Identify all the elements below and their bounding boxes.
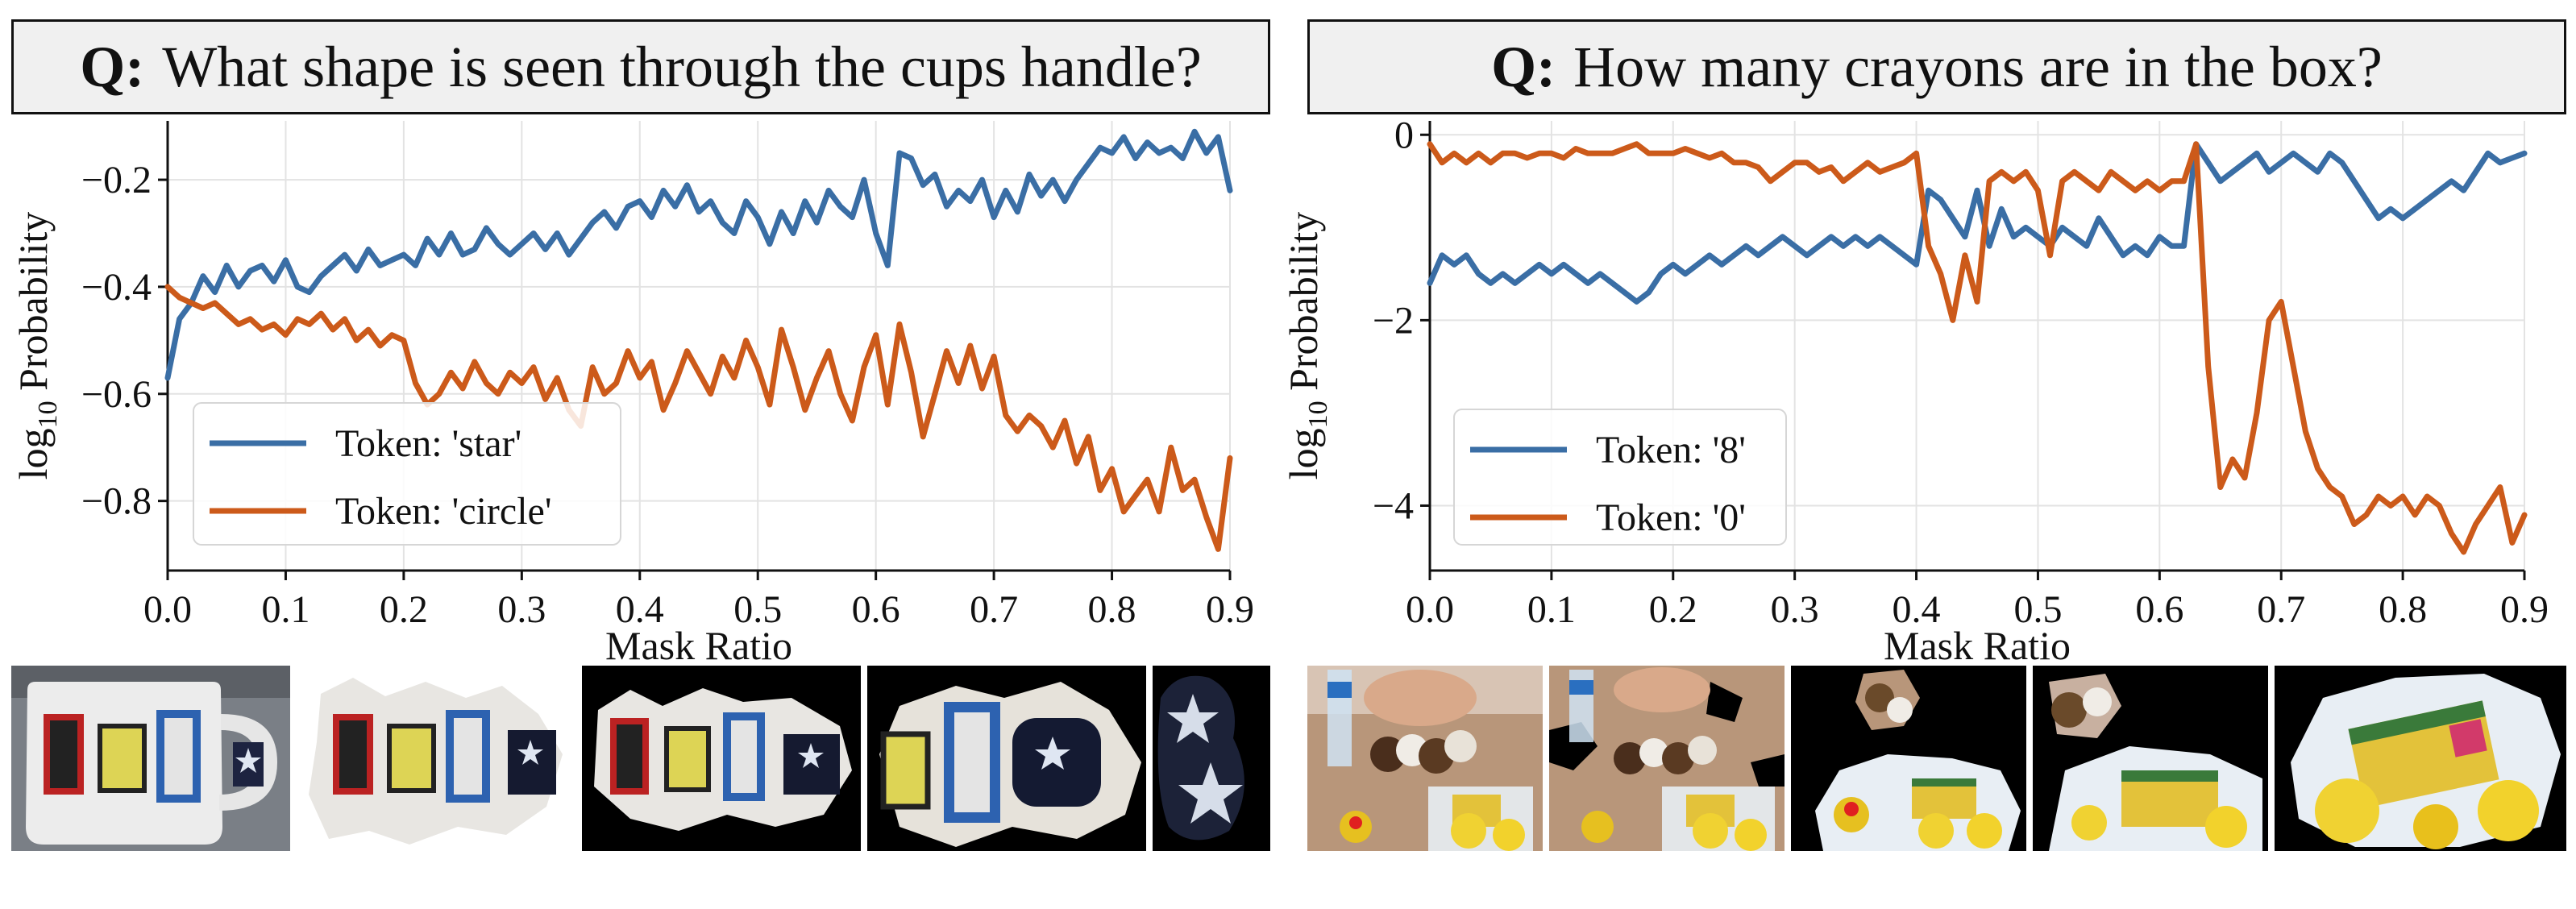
right-panel: Q: How many crayons are in the box? 0.0 0…: [1288, 0, 2576, 909]
x-tick-label: 0.7: [970, 588, 1018, 631]
x-tick-label: 0.0: [143, 588, 192, 631]
y-tick-label: −0.4: [81, 266, 152, 309]
x-axis-label: Mask Ratio: [1884, 623, 2071, 666]
series-line-1: [1427, 141, 2528, 555]
y-tick-label: 0: [1394, 114, 1414, 156]
mug-thumb-0: [11, 666, 290, 851]
x-tick-label: 0.1: [1527, 588, 1576, 631]
x-tick-label: 0.8: [2379, 588, 2427, 631]
legend: Token: '8' Token: '0': [1453, 409, 1787, 546]
legend: Token: 'star' Token: 'circle': [193, 402, 621, 546]
question-text: What shape is seen through the cups hand…: [162, 34, 1202, 99]
question-text: How many crayons are in the box?: [1573, 34, 2383, 99]
x-tick-label: 0.7: [2257, 588, 2305, 631]
question-prefix: Q:: [1491, 34, 1556, 99]
mug-thumb-1: [297, 666, 575, 851]
mug-thumb-3: [867, 666, 1146, 851]
question-box: Q: What shape is seen through the cups h…: [11, 19, 1270, 114]
y-tick-label: −0.8: [81, 480, 152, 523]
series-line-0: [164, 128, 1233, 381]
mug-thumb-2: [582, 666, 861, 851]
x-tick-label: 0.9: [1206, 588, 1254, 631]
x-axis-label: Mask Ratio: [605, 623, 792, 666]
y-axis-label: log10 Probability: [1288, 212, 1333, 480]
x-tick-label: 0.2: [380, 588, 428, 631]
x-tick-label: 0.5: [733, 588, 782, 631]
y-axis-label: log10 Probability: [10, 212, 63, 480]
x-tick-label: 0.1: [261, 588, 310, 631]
x-tick-label: 0.6: [852, 588, 900, 631]
legend-label-1: Token: '0': [1596, 496, 1746, 539]
line-chart: 0.0 0.1 0.2 0.3 0.4 0.5 0.6 0.7 0.8 0.9 −0.2 −0.4 −0…: [10, 121, 1254, 666]
left-panel: Q: What shape is seen through the cups h…: [10, 19, 1270, 851]
question-box: Q: How many crayons are in the box?: [1307, 19, 2566, 114]
toys-thumb-0: [1307, 666, 1543, 851]
toys-thumb-2: [1791, 666, 2026, 851]
toys-thumb-3: [2033, 666, 2268, 851]
x-tick-label: 0.3: [1771, 588, 1819, 631]
mug-thumb-4: [1153, 666, 1270, 851]
series-line-0: [1427, 141, 2528, 305]
legend-label-0: Token: 'star': [335, 422, 521, 465]
legend-box: [1453, 409, 1787, 546]
toys-thumb-4: [2275, 666, 2566, 851]
x-tick-label: 0.8: [1088, 588, 1136, 631]
x-tick-label: 0.9: [2500, 588, 2549, 631]
legend-label-0: Token: '8': [1596, 429, 1746, 471]
x-tick-label: 0.3: [497, 588, 546, 631]
line-chart: 0.0 0.1 0.2 0.3 0.4 0.5 0.6 0.7 0.8 0.9 0 −2 −4 Mask …: [1288, 114, 2549, 666]
series-line-1: [164, 284, 1233, 552]
x-tick-label: 0.6: [2135, 588, 2183, 631]
x-tick-label: 0.2: [1649, 588, 1697, 631]
question-prefix: Q:: [80, 34, 145, 99]
x-tick-label: 0.4: [616, 588, 664, 631]
y-tick-label: −0.6: [81, 373, 152, 416]
y-tick-label: −2: [1373, 299, 1414, 342]
y-tick-label: −4: [1373, 484, 1414, 527]
x-tick-label: 0.0: [1406, 588, 1454, 631]
legend-label-1: Token: 'circle': [335, 490, 551, 533]
x-tick-label: 0.4: [1893, 588, 1941, 631]
y-tick-label: −0.2: [81, 159, 152, 201]
toys-thumb-1: [1549, 666, 1785, 851]
x-tick-label: 0.5: [2013, 588, 2062, 631]
